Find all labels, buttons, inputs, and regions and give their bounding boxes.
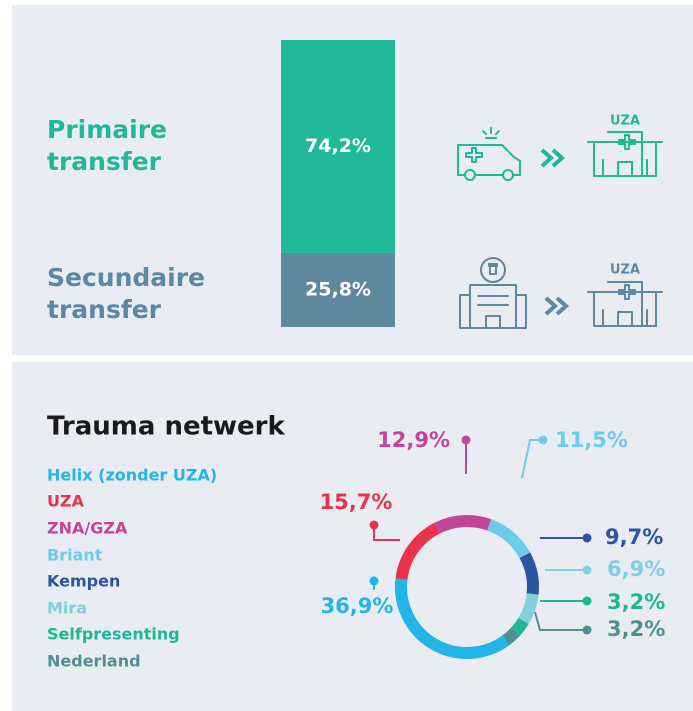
donut-segment (395, 522, 441, 581)
legend-label: UZA (47, 492, 85, 511)
bar-segment (281, 252, 395, 327)
leader-dot (582, 533, 592, 543)
donut-segment (395, 578, 510, 659)
leader-dot (582, 596, 592, 606)
legend-label: Helix (zonder UZA) (47, 466, 217, 485)
chart-title: Trauma netwerk (47, 412, 285, 442)
value-label: 11,5% (555, 428, 628, 452)
leader-dot (369, 576, 379, 586)
donut-segment (487, 519, 531, 559)
leader-dot (582, 565, 592, 575)
leader-dot (369, 520, 379, 530)
donut-segment (519, 552, 539, 595)
donut-segment (511, 617, 529, 636)
chevrons (540, 148, 566, 168)
icon-label: UZA (610, 114, 640, 129)
hospital-icon (459, 257, 527, 329)
leader-dot (538, 435, 548, 445)
legend-label: Nederland (47, 652, 141, 671)
value-label: 6,9% (607, 557, 665, 581)
value-label: 3,2% (607, 617, 665, 641)
value-label: 36,9% (321, 594, 394, 618)
series-label: Secundaire transfer (47, 262, 205, 324)
bar-segment (281, 40, 395, 253)
leader-dot (461, 435, 471, 445)
leader-line (373, 525, 400, 541)
series-label: Primaire transfer (47, 115, 167, 177)
donut-segment (518, 593, 539, 625)
legend-label: Mira (47, 599, 87, 618)
uza-hospital-icon (587, 131, 663, 177)
leader-dot (582, 625, 592, 635)
legend-label: Kempen (47, 572, 120, 591)
legend-label: Briant (47, 546, 103, 565)
leader-line (534, 611, 587, 631)
donut-segment (434, 515, 492, 534)
value-label: 25,8% (305, 278, 371, 300)
value-label: 15,7% (320, 490, 393, 514)
value-label: 9,7% (605, 525, 663, 549)
value-label: 74,2% (305, 135, 371, 157)
legend-label: Selfpresenting (47, 625, 180, 644)
chevrons (544, 296, 570, 316)
bottom-panel (12, 362, 693, 711)
value-label: 3,2% (607, 590, 665, 614)
value-label: 12,9% (377, 428, 450, 452)
icon-label: UZA (610, 263, 640, 278)
donut-segment (502, 627, 521, 646)
legend-label: ZNA/GZA (47, 519, 128, 538)
ambulance-icon (457, 127, 521, 181)
uza-hospital-icon (587, 281, 663, 327)
